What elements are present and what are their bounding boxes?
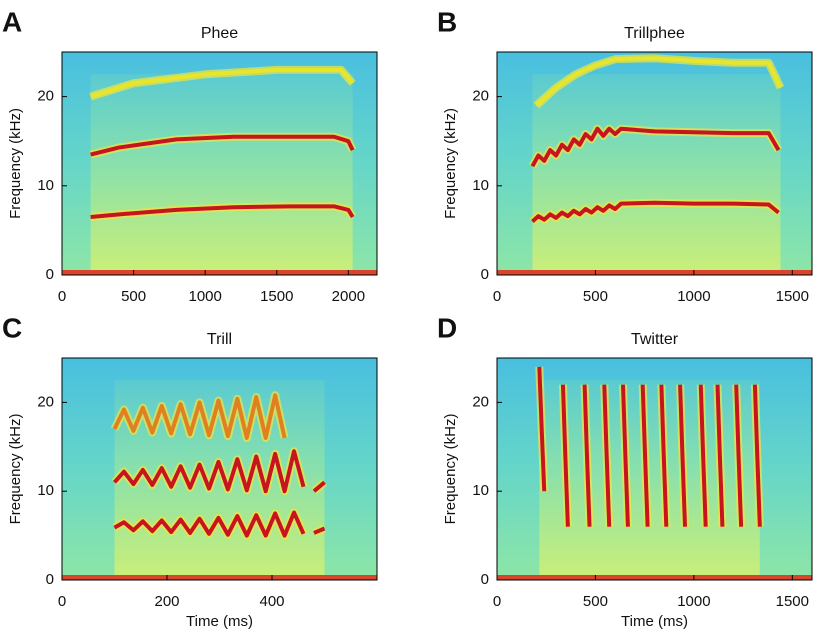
plot-frame [496,357,813,581]
harmonic-contour [535,56,783,108]
panel-letter: B [437,6,457,37]
noise-floor [497,575,812,580]
y-tick-label: 10 [37,482,54,499]
y-tick-label: 20 [472,393,489,410]
y-tick-label: 0 [46,266,54,283]
x-tick-label: 0 [493,288,501,305]
x-tick-label: 400 [259,593,284,610]
harmonic-contour [113,510,326,538]
x-tick-label: 1500 [776,593,809,610]
harmonic-contour [113,449,326,494]
x-tick-label: 1000 [677,593,710,610]
noise-floor [497,270,812,275]
panel-letter: D [437,312,457,343]
plot-frame [61,51,378,276]
y-axis-label: Frequency (kHz) [442,414,459,525]
harmonic-contour [90,134,355,157]
panel-title: Twitter [631,331,679,348]
x-tick-label: 500 [583,593,608,610]
y-tick-label: 20 [37,393,54,410]
x-tick-label: 2000 [332,288,365,305]
harmonic-contour [112,393,287,440]
x-tick-label: 0 [58,288,66,305]
plot-frame [496,51,813,276]
harmonic-contour [90,67,355,99]
noise-floor [62,575,377,580]
x-tick-label: 500 [583,288,608,305]
x-tick-label: 200 [154,593,179,610]
panel-letter: C [2,312,22,343]
y-tick-label: 20 [37,88,54,105]
harmonic-contour [531,200,780,223]
panel-letter: A [2,6,22,37]
harmonic-contour [90,204,355,220]
x-tick-label: 1000 [677,288,710,305]
x-tick-label: 1000 [188,288,221,305]
y-tick-label: 10 [472,177,489,194]
x-tick-label: 0 [58,593,66,610]
y-axis-label: Frequency (kHz) [7,414,24,525]
y-axis-label: Frequency (kHz) [442,108,459,219]
harmonic-contour [537,366,762,527]
y-tick-label: 0 [46,571,54,588]
noise-floor [62,270,377,275]
y-axis-label: Frequency (kHz) [7,108,24,219]
panel-title: Trill [207,331,232,348]
harmonic-contour [530,126,781,168]
call-energy [90,74,353,275]
x-tick-label: 0 [493,593,501,610]
x-axis-label: Time (ms) [186,613,253,630]
x-tick-label: 1500 [776,288,809,305]
plot-frame [61,357,378,581]
x-tick-label: 1500 [260,288,293,305]
y-tick-label: 0 [481,571,489,588]
call-energy [532,74,781,275]
panel-title: Phee [201,25,238,42]
x-tick-label: 500 [121,288,146,305]
panel-title: Trillphee [624,25,685,42]
y-tick-label: 10 [472,482,489,499]
y-tick-label: 10 [37,177,54,194]
y-tick-label: 20 [472,88,489,105]
x-axis-label: Time (ms) [621,613,688,630]
y-tick-label: 0 [481,266,489,283]
